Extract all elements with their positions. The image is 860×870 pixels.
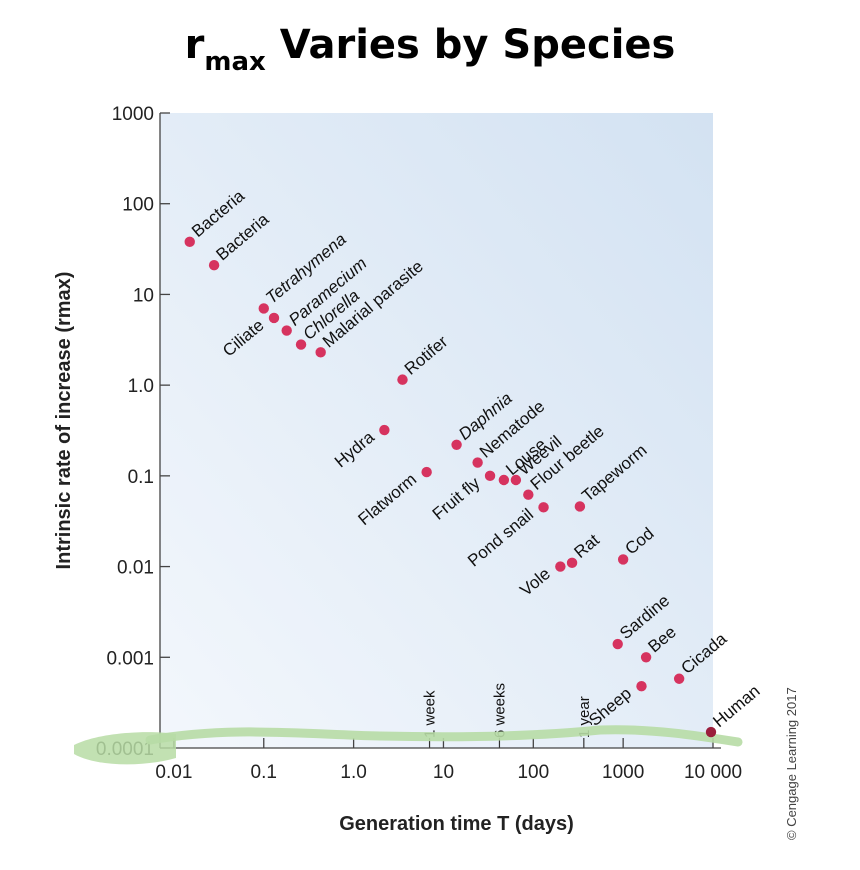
data-point [268, 312, 280, 324]
reference-line-label: 6 weeks [491, 683, 508, 738]
data-point [397, 374, 408, 385]
data-point [538, 502, 549, 513]
y-axis-label: Intrinsic rate of increase (rmax) [53, 272, 75, 570]
data-point [184, 236, 195, 248]
chart-title: rmax Varies by Species [0, 22, 860, 77]
y-tick-label: 10 [133, 285, 154, 306]
data-point [315, 347, 326, 358]
y-tick-label: 1.0 [128, 376, 154, 397]
title-subscript: max [204, 47, 266, 77]
data-points [184, 236, 717, 738]
plot-area [160, 113, 713, 748]
data-point [510, 474, 522, 486]
data-point [636, 681, 647, 692]
data-point [208, 259, 220, 271]
data-point [379, 424, 390, 436]
x-tick-label: 0.1 [251, 762, 277, 783]
data-point [566, 557, 578, 569]
data-point [258, 303, 269, 314]
x-tick-label: 10 [433, 762, 454, 783]
y-tick-label: 1000 [112, 104, 154, 125]
highlight-stroke-line [145, 725, 743, 747]
point-label: Human [709, 681, 763, 731]
copyright-credit: © Cengage Learning 2017 [784, 687, 799, 840]
data-point [295, 339, 307, 350]
data-point [673, 673, 685, 684]
data-point [523, 489, 534, 500]
x-axis-label: Generation time T (days) [339, 813, 574, 835]
data-point [484, 470, 496, 482]
data-point [472, 457, 483, 468]
x-tick-label: 100 [517, 762, 549, 783]
data-point [617, 554, 629, 565]
title-r: r [184, 22, 205, 68]
y-tick-label: 0.01 [117, 558, 154, 579]
x-tick-label: 1.0 [340, 762, 366, 783]
y-tick-label: 0.1 [128, 467, 154, 488]
highlight-stroke [74, 725, 743, 765]
data-point [640, 652, 652, 663]
data-point [555, 561, 566, 572]
y-tick-label: 0.001 [106, 648, 154, 669]
x-tick-label: 10 000 [684, 762, 742, 783]
y-tick-label: 100 [122, 195, 154, 216]
data-point [451, 439, 462, 450]
data-point [498, 474, 510, 486]
x-tick-label: 0.01 [155, 762, 192, 783]
data-point [574, 501, 586, 512]
data-point [281, 325, 292, 336]
reference-line-label: 1 week [422, 690, 439, 738]
data-point [705, 726, 717, 738]
title-rest: Varies by Species [265, 22, 676, 68]
data-point [421, 466, 432, 478]
data-point [612, 638, 623, 650]
x-tick-label: 1000 [602, 762, 644, 783]
